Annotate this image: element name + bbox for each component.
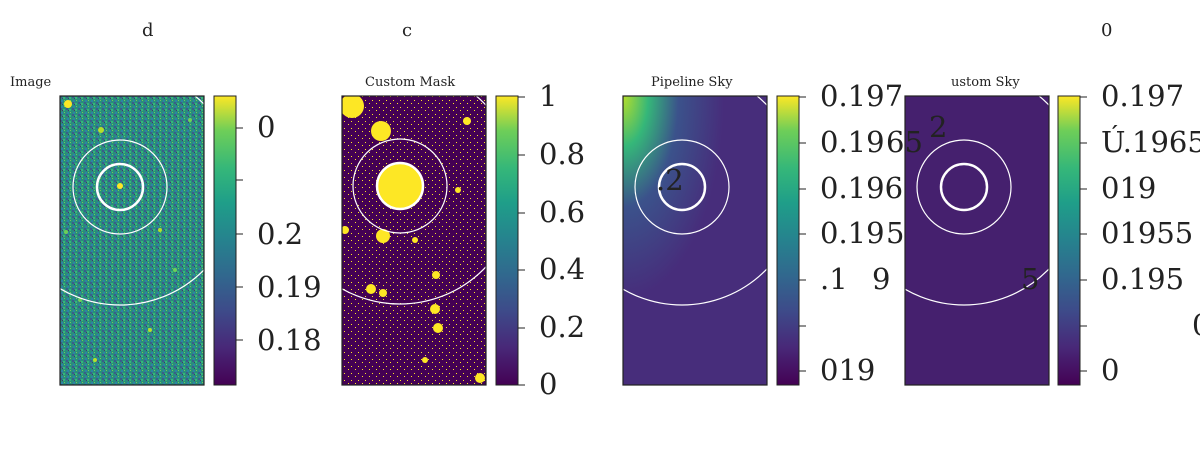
mask-cbar-tick: 1 (539, 79, 558, 113)
panel-title-image: Image (10, 75, 52, 90)
panel-title-custom-sky: ustom Sky (951, 75, 1020, 90)
pipeline-cbar-tick: .1 (820, 262, 848, 296)
image-cbar-tick: 0.2 (257, 217, 304, 251)
custom-sky-cbar-tick: 0 (1101, 353, 1120, 387)
custom-sky-cbar-tick: 019 (1101, 171, 1157, 205)
image-cbar-tick: 0.19 (257, 270, 322, 304)
mask-colorbar (495, 95, 525, 386)
custom-sky-apertures (905, 96, 1049, 306)
pipeline-colorbar (776, 95, 806, 386)
panel-letter-0: 0 (1101, 20, 1113, 41)
pipeline-stray-label: 5 (886, 216, 905, 250)
panel-letter-c: c (402, 20, 413, 41)
custom-sky-stray-label: 2 (929, 110, 948, 144)
mask-sources (342, 96, 486, 383)
pipeline-stray-label: 9 (872, 262, 891, 296)
pipeline-cbar-tick: 019 (820, 353, 876, 387)
custom-sky-panel (904, 95, 1050, 386)
custom-sky-stray-label: 5 (1021, 262, 1040, 296)
pipeline-cbar-tick: 0.19 (820, 125, 885, 159)
custom-sky-stray-label: 0 (1192, 311, 1200, 340)
pipeline-cbar-tick: 0.196 (820, 171, 904, 205)
pipeline-cbar-tick: 0.19 (820, 216, 885, 250)
pipeline-stray-label: 65 (886, 125, 923, 159)
pipeline-stray-label: .2 (656, 163, 684, 197)
pipeline-cbar-tick: 0.197 (820, 79, 904, 113)
image-sources (60, 96, 204, 362)
pipeline-apertures (623, 96, 767, 306)
custom-sky-cbar-tick: Ú.1965 (1101, 125, 1200, 159)
image-panel (59, 95, 205, 386)
custom-mask-panel (341, 95, 487, 386)
mask-cbar-tick: 0 (539, 367, 558, 401)
mask-cbar-tick: 0.2 (539, 310, 586, 344)
image-cbar-tick: 0.18 (257, 323, 322, 357)
custom-sky-cbar-tick: 01955 (1101, 216, 1194, 250)
panel-letter-d: d (142, 20, 154, 41)
image-cbar-tick: 0 (257, 110, 276, 144)
panel-title-pipeline-sky: Pipeline Sky (651, 75, 733, 90)
pipeline-sky-panel (622, 95, 768, 386)
panel-title-custom-mask: Custom Mask (365, 75, 456, 90)
custom-sky-cbar-tick: 0.197 (1101, 79, 1185, 113)
mask-cbar-tick: 0.6 (539, 195, 586, 229)
custom-sky-colorbar (1057, 95, 1087, 386)
image-colorbar (213, 95, 243, 386)
mask-cbar-tick: 0.8 (539, 137, 586, 171)
custom-sky-cbar-tick: 0.195 (1101, 262, 1185, 296)
mask-cbar-tick: 0.4 (539, 252, 586, 286)
